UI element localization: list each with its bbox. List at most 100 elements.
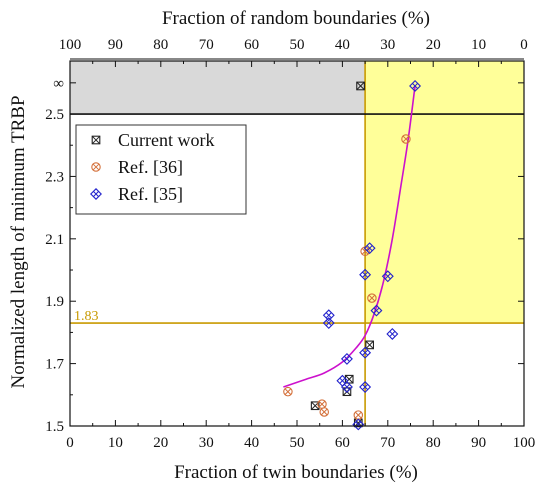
x-tick-label: 40 [244,435,259,451]
series-2-point-11 [359,346,372,359]
x2-axis-title: Fraction of random boundaries (%) [162,8,430,29]
legend-label-2: Ref. [35] [118,184,183,204]
series-2-point-1-cross-b [366,245,373,252]
legend-marker-1-cross-b [92,163,100,171]
series-2-point-2-shape [359,268,372,281]
series-1-point-6 [353,410,364,420]
series-2-point-6-shape [322,317,335,330]
series-2-point-10-shape [340,381,353,393]
series-2-point-4-shape [370,304,383,317]
series-2-point-3-shape [381,270,394,283]
series-2-point-13-shape [352,418,365,431]
fit-curve [283,85,416,388]
x2-tick-label: 60 [244,37,259,53]
x2-tick-label: 10 [471,37,486,53]
series-2-point-10-cross-b [343,384,350,390]
series-0-point-2-shape [342,387,352,397]
series-1-point-5 [319,407,329,417]
series-2-point-9 [336,374,349,387]
series-2-point-9-cross-b [339,377,346,384]
series-2-point-0-shape [409,79,422,92]
series-2-point-5-cross-b [325,312,332,319]
series-2-point-8 [340,352,353,365]
series-0-point-0 [356,81,365,91]
series-1-point-4-cross-b [318,400,326,408]
legend-marker-2-cross-b [93,191,99,197]
gray-region [70,61,366,115]
series-2-point-2 [359,268,372,281]
y-tick-label: 2.5 [45,107,64,123]
series-1-point-0 [401,134,411,144]
legend-marker-1 [91,162,101,172]
series-2-point-3 [381,270,394,283]
legend-marker-2 [90,188,102,200]
horizontal-reference-label: 1.83 [74,309,99,324]
series-0-point-3 [365,340,374,350]
legend-marker-2-shape [90,188,102,200]
series-2-point-7-cross-b [389,331,396,337]
x2-tick-label: 0 [520,37,528,53]
x2-tick-label: 90 [108,37,123,53]
x2-tick-label: 30 [380,37,395,53]
series-2-point-5-shape [322,309,335,322]
legend-label-0: Current work [118,130,214,150]
x2-tick-label: 80 [153,37,168,53]
x-tick-label: 20 [153,435,168,451]
series-2-point-0-cross-b [412,83,418,89]
series-1-point-5-shape [319,407,329,417]
yellow-region [365,61,524,324]
x2-tick-label: 50 [290,37,305,53]
series-2-point-1-shape [363,242,376,255]
x2-tick-label: 100 [59,37,82,53]
series-1-point-2-cross-b [368,294,376,302]
series-2-point-7-shape [386,327,399,340]
series-2-point-12 [359,381,372,393]
series-2-point-11-cross-b [362,349,369,356]
legend-marker-0 [91,135,101,145]
series-2-point-11-shape [359,346,372,359]
series-2-point-8-shape [340,352,353,365]
x-tick-label: 60 [335,435,350,451]
x-tick-label: 30 [199,435,214,451]
series-2-point-12-shape [359,381,372,393]
y-tick-label: 1.9 [45,294,64,310]
y-tick-label: 2.3 [45,169,64,185]
series-1-point-3 [283,386,293,397]
y-tick-label: ∞ [53,76,64,92]
series-2-point-10 [340,381,353,393]
legend: Current work Ref. [36] Ref. [35] [75,124,247,215]
series-2-point-6-cross-b [325,320,332,327]
series-1-point-6-cross-b [354,411,362,419]
x-tick-label: 80 [426,435,441,451]
legend-marker-0-shape [91,135,101,145]
series-2-point-1 [363,242,376,255]
series-0-point-3-shape [365,340,374,350]
series-1-point-3-cross-b [284,388,292,395]
series-2-point-7 [386,327,399,340]
series-1-point-3-shape [283,386,293,397]
series-2-point-12-cross-b [362,384,369,390]
series-2-point-0 [409,79,422,92]
series-0-point-5-shape [310,401,320,411]
x2-tick-label: 20 [426,37,441,53]
legend-marker-1-shape [91,162,101,172]
legend-marker-0-cross-b [91,135,101,145]
series-2-point-4-cross-b [373,307,380,314]
x-tick-label: 90 [471,435,486,451]
series-2-point-5 [322,309,335,322]
x-tick-label: 50 [290,435,305,451]
series-2-point-4 [370,304,383,317]
series-0-point-0-cross-b [356,81,365,91]
reference-lines: 1.83 [70,61,524,426]
x-axis-title: Fraction of twin boundaries (%) [174,462,418,483]
series-1-point-0-cross-b [402,135,410,143]
series-1-point-0-shape [401,134,411,144]
series-2-point-8-cross-b [343,355,350,362]
series-1-point-2-shape [367,293,377,303]
series-1-point-1-cross-b [361,248,369,255]
y-tick-label: 1.5 [45,419,64,435]
fit-curve-layer [283,85,416,388]
x-tick-label: 0 [66,435,74,451]
